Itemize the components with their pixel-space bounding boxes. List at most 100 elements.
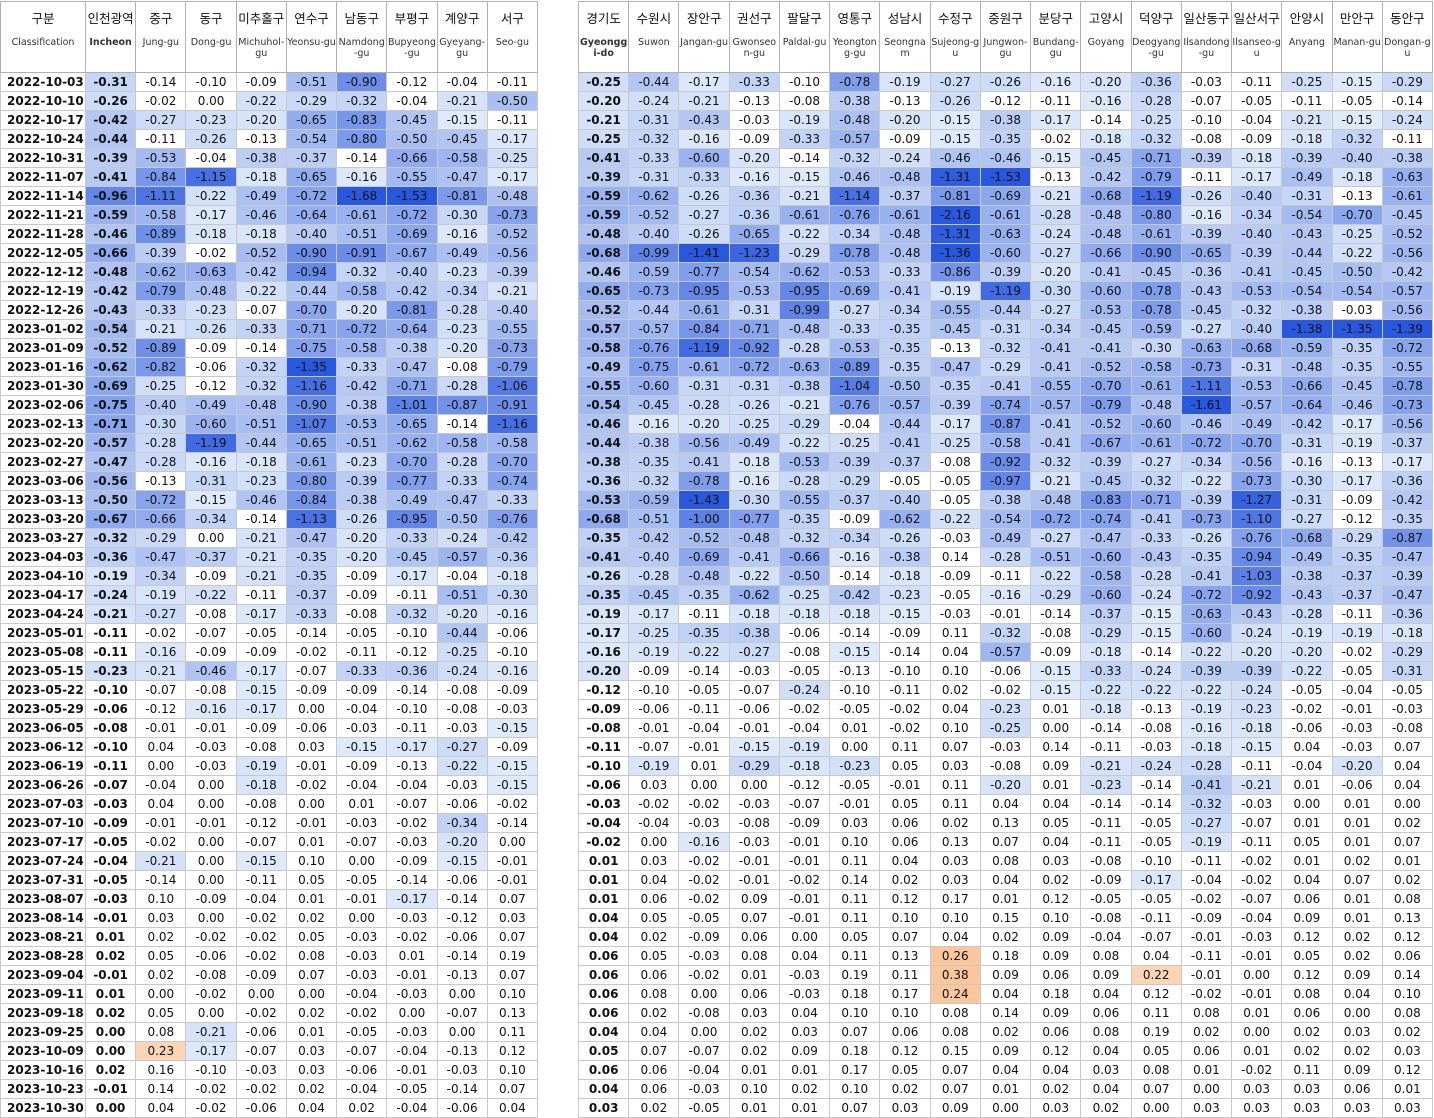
value-cell: -0.20 (1030, 262, 1082, 282)
data-row: 2023-05-22 -0.10 -0.07 -0.08 -0.15 -0.09 -0.09… (0, 680, 538, 700)
value-cell: -0.15 (1130, 604, 1182, 624)
date-cell: 2023-05-29 (0, 699, 86, 719)
value-cell: -0.04 (436, 566, 488, 586)
value-cell: -0.31 (628, 167, 680, 187)
value-cell: -0.73 (1180, 509, 1233, 529)
data-row: 0.06 0.05 -0.03 0.08 0.04 0.11 0.13 0.26 0.18 0.0… (577, 946, 1434, 966)
value-cell: -0.55 (1030, 376, 1082, 396)
value-cell: -0.47 (84, 452, 137, 472)
value-cell: 0.38 (929, 965, 981, 985)
value-cell: -0.17 (1381, 452, 1434, 472)
value-cell: -0.20 (577, 91, 630, 111)
value-cell: 0.04 (979, 794, 1032, 814)
value-cell: -0.57 (829, 129, 881, 149)
value-cell: 0.00 (728, 775, 780, 795)
value-cell: -0.39 (135, 243, 187, 263)
data-row: 2023-04-24 -0.21 -0.27 -0.08 -0.17 -0.33 -0.08… (0, 604, 538, 624)
data-row: 2023-09-11 0.01 0.00 -0.02 0.00 0.00 -0.04 -0.0… (0, 984, 538, 1004)
value-cell: -0.35 (285, 566, 338, 586)
value-cell: 0.00 (678, 775, 730, 795)
data-row: 2023-05-29 -0.06 -0.12 -0.16 -0.17 0.00 -0.04-… (0, 699, 538, 719)
value-cell: 0.15 (929, 1041, 981, 1061)
value-cell: -0.06 (185, 946, 237, 966)
value-cell: -0.36 (386, 661, 438, 681)
value-cell: 0.01 (1331, 908, 1383, 928)
table-header: 경기도 Gyeonggi-do 수원시 Suwon 장안구 Jangan-gu 권선구 Gwo… (577, 1, 1434, 73)
value-cell: 0.02 (628, 1098, 680, 1118)
value-cell: 0.02 (1381, 870, 1434, 890)
value-cell: -1.39 (1381, 319, 1434, 339)
value-cell: -0.55 (778, 490, 831, 510)
value-cell: -0.06 (486, 623, 538, 643)
value-cell: 0.05 (879, 1060, 931, 1080)
value-cell: -0.04 (185, 148, 237, 168)
value-cell: -0.01 (1180, 927, 1233, 947)
value-cell: -0.09 (285, 680, 338, 700)
value-cell: -0.81 (436, 186, 488, 206)
value-cell: 0.04 (929, 927, 981, 947)
value-cell: -0.83 (336, 110, 388, 130)
value-cell: -0.42 (336, 376, 388, 396)
value-cell: -0.03 (336, 946, 388, 966)
value-cell: 0.03 (829, 813, 881, 833)
value-cell: -0.41 (1030, 433, 1082, 453)
value-cell: 0.14 (1381, 965, 1434, 985)
value-cell: -0.29 (829, 471, 881, 491)
value-cell: -0.01 (1231, 946, 1283, 966)
value-cell: -0.33 (486, 490, 538, 510)
data-row: 2023-04-03 -0.36 -0.47 -0.37 -0.21 -0.35 -0.20… (0, 547, 538, 567)
value-cell: 0.00 (135, 984, 187, 1004)
value-cell: -0.17 (235, 699, 287, 719)
value-cell: -0.31 (628, 110, 680, 130)
value-cell: 0.13 (879, 946, 931, 966)
value-cell: -0.71 (728, 319, 780, 339)
value-cell: -0.19 (778, 110, 831, 130)
value-cell: -0.20 (1331, 756, 1383, 776)
value-cell: -0.15 (235, 680, 287, 700)
value-cell: -0.52 (1381, 224, 1434, 244)
value-cell: 0.05 (1281, 946, 1333, 966)
value-cell: -0.02 (678, 889, 730, 909)
value-cell: -0.29 (778, 414, 831, 434)
value-cell: -0.05 (336, 1022, 388, 1042)
value-cell: -0.33 (728, 72, 780, 92)
value-cell: -0.08 (678, 1003, 730, 1023)
value-cell: -0.01 (84, 1079, 137, 1099)
value-cell: -0.42 (829, 585, 881, 605)
value-cell: 0.12 (879, 889, 931, 909)
value-cell: -0.55 (1381, 357, 1434, 377)
value-cell: -0.62 (84, 357, 137, 377)
value-cell: -0.28 (778, 471, 831, 491)
value-cell: -0.21 (486, 281, 538, 301)
value-cell: -0.57 (879, 395, 931, 415)
value-cell: 0.00 (84, 1041, 137, 1061)
data-row: -0.02 0.00 -0.16 -0.03 -0.01 0.10 0.06 0.13 0.07… (577, 832, 1434, 852)
date-cell: 2023-10-09 (0, 1041, 86, 1061)
header-english: Seongnam (884, 37, 926, 59)
value-cell: 0.03 (728, 1003, 780, 1023)
value-cell: 0.07 (285, 965, 338, 985)
value-cell: -0.05 (336, 870, 388, 890)
data-row: 2023-10-23 -0.01 0.14 -0.02 -0.02 0.02 -0.04 -0… (0, 1079, 538, 1099)
value-cell: -0.08 (1080, 908, 1132, 928)
value-cell: -0.56 (84, 471, 137, 491)
value-cell: -0.63 (1381, 167, 1434, 187)
value-cell: -0.12 (235, 813, 287, 833)
value-cell: -0.09 (185, 889, 237, 909)
value-cell: -0.28 (135, 433, 187, 453)
value-cell: -0.76 (628, 338, 680, 358)
value-cell: 0.13 (929, 832, 981, 852)
value-cell: -0.29 (135, 528, 187, 548)
value-cell: -0.28 (135, 452, 187, 472)
value-cell: -0.14 (1080, 794, 1132, 814)
value-cell: -0.47 (436, 167, 488, 187)
header-english: Bundang-gu (1032, 37, 1079, 59)
value-cell: -0.49 (728, 433, 780, 453)
value-cell: -0.18 (1281, 129, 1333, 149)
value-cell: -0.02 (235, 1079, 287, 1099)
column-header: 구분 Classification (0, 1, 86, 73)
column-header: 일산동구 Ilsandong-gu (1180, 1, 1233, 73)
value-cell: 0.01 (577, 851, 630, 871)
gyeonggi-table: 경기도 Gyeonggi-do 수원시 Suwon 장안구 Jangan-gu 권선구 Gwo… (577, 1, 1434, 1118)
header-korean: 수원시 (636, 11, 672, 26)
